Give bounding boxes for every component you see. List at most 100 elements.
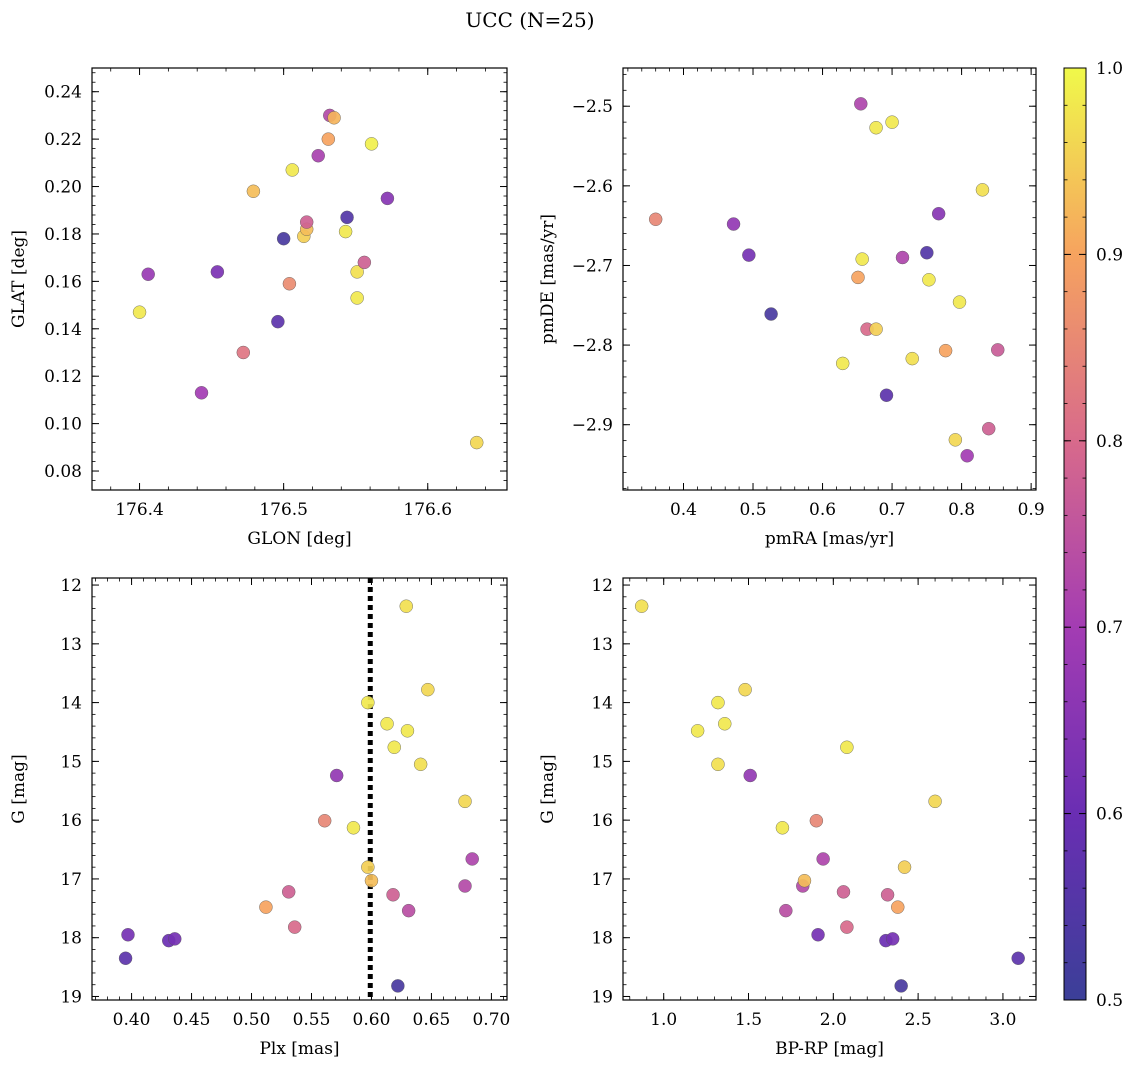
colorbar-tick-label: 0.5 xyxy=(1096,991,1123,1011)
x-axis-label: Plx [mas] xyxy=(259,1039,339,1059)
scatter-point xyxy=(634,599,649,613)
scatter-point xyxy=(895,250,910,265)
scatter-point xyxy=(340,210,354,225)
x-tick-label: 0.45 xyxy=(173,1010,211,1030)
scatter-point xyxy=(885,932,900,946)
axes-frame xyxy=(91,577,508,1001)
x-tick-label: 0.65 xyxy=(413,1010,451,1030)
y-tick-label: 12 xyxy=(591,576,613,596)
scatter-point xyxy=(300,215,314,229)
scatter-point xyxy=(236,345,251,360)
scatter-point xyxy=(975,183,990,197)
scatter-point xyxy=(648,212,663,226)
x-tick-label: 3.0 xyxy=(989,1010,1016,1030)
scatter-point xyxy=(779,903,793,918)
scatter-point xyxy=(391,979,405,993)
x-tick-label: 176.5 xyxy=(259,500,308,520)
y-tick-label: 16 xyxy=(591,811,613,831)
scatter-point xyxy=(311,149,325,163)
scatter-point xyxy=(840,740,854,754)
scatter-point xyxy=(982,421,996,436)
scatter-point xyxy=(350,291,364,305)
y-tick-label: 19 xyxy=(60,987,82,1007)
scatter-point xyxy=(851,270,865,285)
scatter-point xyxy=(141,267,155,281)
panel-3: 0.40 0.45 0.50 0.55 0.60 0.65 0.70 12 13 14 15 16 17… xyxy=(9,576,510,1059)
scatter-point xyxy=(836,356,850,371)
y-tick-label: 15 xyxy=(591,752,613,772)
scatter-point xyxy=(869,121,883,135)
scatter-point xyxy=(991,343,1005,357)
y-tick-label: 17 xyxy=(60,870,82,890)
axes-group: 176.4 176.5 176.6 0.08 0.10 0.12 0.14 0.16 0.18 0… xyxy=(9,67,1045,1059)
scatter-point xyxy=(350,265,364,279)
y-tick-label: −2.9 xyxy=(572,416,613,436)
colorbar-tick-label: 0.8 xyxy=(1096,432,1123,452)
scatter-point xyxy=(380,191,395,206)
x-tick-label: 0.70 xyxy=(472,1010,510,1030)
scatter-point xyxy=(928,794,942,809)
scatter-point xyxy=(742,248,756,262)
scatter-point xyxy=(726,217,741,231)
panel-1: 176.4 176.5 176.6 0.08 0.10 0.12 0.14 0.16 0.18 0… xyxy=(9,67,508,549)
y-tick-label: 19 xyxy=(591,987,613,1007)
x-tick-label: 0.6 xyxy=(809,500,836,520)
scatter-point xyxy=(880,888,895,902)
x-tick-label: 0.5 xyxy=(739,500,766,520)
y-axis-label: G [mag] xyxy=(9,754,29,823)
scatter-point xyxy=(854,97,868,111)
y-tick-label: 0.16 xyxy=(44,272,82,292)
scatter-point xyxy=(282,885,296,899)
panel-2: 0.4 0.5 0.6 0.7 0.8 0.9 −2.9 −2.8 −2.7 −2.6 −2.5 pm… xyxy=(538,67,1045,549)
scatter-point xyxy=(960,449,974,463)
y-tick-label: 12 xyxy=(60,576,82,596)
scatter-point xyxy=(885,115,899,129)
y-tick-label: 15 xyxy=(60,752,82,772)
scatter-point xyxy=(458,879,472,893)
y-tick-label: 0.10 xyxy=(44,415,82,435)
scatter-point xyxy=(246,184,261,198)
axes-frame xyxy=(622,577,1037,1001)
scatter-point xyxy=(855,252,869,266)
y-tick-label: 0.20 xyxy=(44,178,82,198)
scatter-point xyxy=(743,768,757,783)
scatter-point xyxy=(364,137,379,151)
scatter-point xyxy=(931,207,946,221)
scatter-point xyxy=(121,928,135,942)
colorbar-tick-label: 1.0 xyxy=(1096,59,1123,79)
y-tick-label: −2.8 xyxy=(572,336,613,356)
x-tick-label: 0.8 xyxy=(948,500,975,520)
scatter-point xyxy=(891,900,905,914)
x-tick-label: 1.0 xyxy=(650,1010,677,1030)
panel-4: 1.0 1.5 2.0 2.5 3.0 12 13 14 15 16 17 18 19 BP-RP [ma… xyxy=(538,576,1037,1059)
scatter-point xyxy=(905,351,919,366)
scatter-point xyxy=(836,885,851,899)
scatter-point xyxy=(361,695,375,710)
y-tick-label: 0.14 xyxy=(44,320,82,340)
colorbar-tick-label: 0.6 xyxy=(1096,805,1123,825)
scatter-point xyxy=(400,724,415,738)
y-axis-label: G [mag] xyxy=(538,754,558,823)
scatter-point xyxy=(920,246,934,260)
scatter-point xyxy=(387,740,401,754)
scatter-point xyxy=(282,277,297,291)
y-tick-label: −2.7 xyxy=(572,256,613,276)
x-tick-label: 2.0 xyxy=(820,1010,847,1030)
scatter-point xyxy=(922,273,936,287)
scatter-point xyxy=(288,920,302,934)
y-tick-label: 16 xyxy=(60,811,82,831)
scatter-point xyxy=(413,757,428,772)
y-tick-label: 0.08 xyxy=(44,462,82,482)
x-tick-label: 0.40 xyxy=(113,1010,151,1030)
scatter-point xyxy=(271,314,285,329)
colorbar: 0.5 0.6 0.7 0.8 0.9 1.0 xyxy=(1063,59,1123,1011)
scatter-point xyxy=(259,900,273,914)
scatter-point xyxy=(327,111,341,125)
y-tick-label: 13 xyxy=(591,635,613,655)
scatter-point xyxy=(470,435,484,450)
scatter-point xyxy=(764,307,778,321)
y-tick-label: 18 xyxy=(60,929,82,949)
scatter-point xyxy=(458,794,472,809)
scatter-point xyxy=(797,873,812,888)
scatter-point xyxy=(711,695,725,710)
